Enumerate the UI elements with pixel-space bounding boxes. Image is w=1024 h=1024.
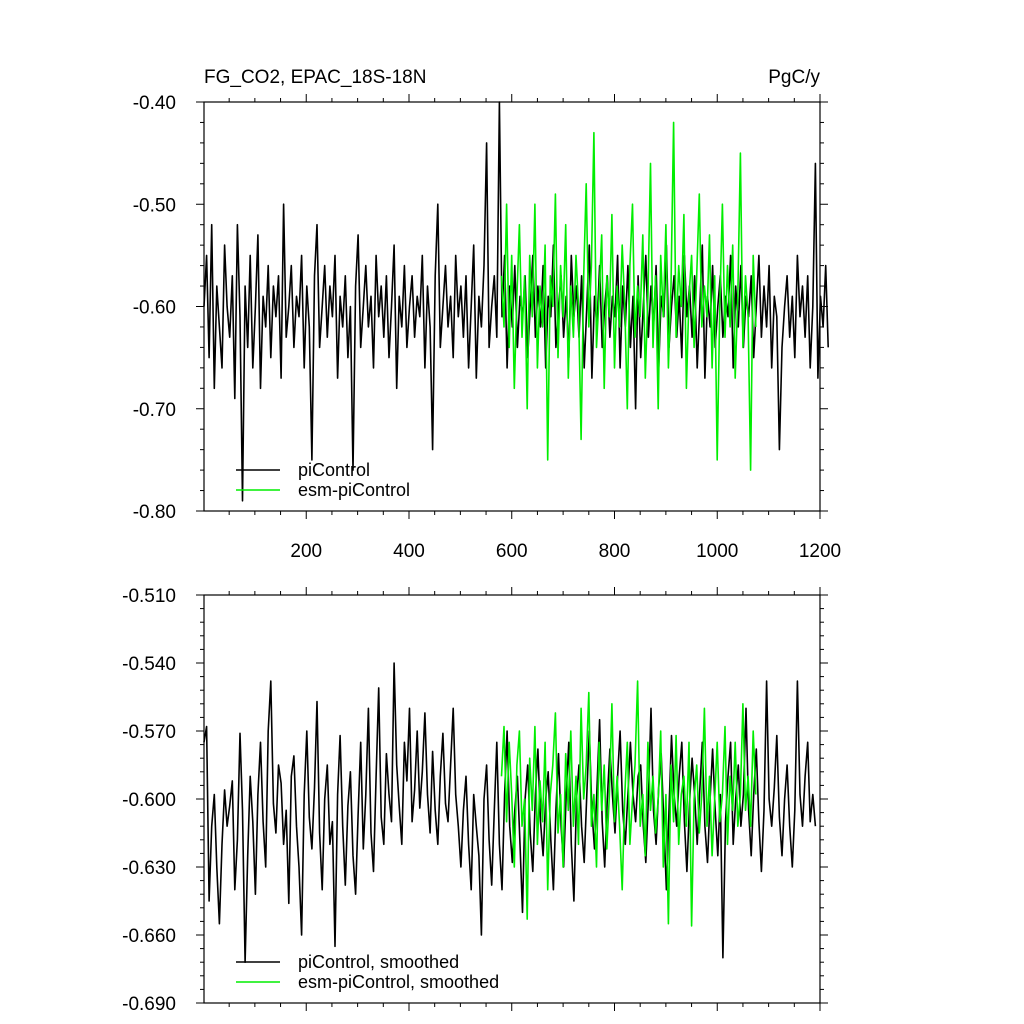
y-tick-label: -0.600: [122, 790, 176, 811]
y-tick-label: -0.510: [122, 586, 176, 607]
y-tick-label: -0.570: [122, 722, 176, 743]
x-tick-label: 200: [290, 541, 322, 562]
bottom-panel: -0.690 -0.660 -0.630 -0.600 -0.570 -0.540 -0.5…: [122, 586, 828, 1015]
y-tick-label: -0.50: [133, 195, 176, 216]
y-tick-label: -0.70: [133, 400, 176, 421]
series-line-1-1: [500, 680, 757, 927]
y-tick-label: -0.690: [122, 994, 176, 1015]
series-line-1-0: [203, 662, 817, 964]
legend-label: esm-piControl, smoothed: [298, 972, 499, 992]
legend-label: piControl, smoothed: [298, 952, 459, 972]
y-tick-label: -0.60: [133, 298, 176, 319]
legend-label: piControl: [298, 460, 370, 480]
y-tick-label: -0.660: [122, 926, 176, 947]
legend-label: esm-piControl: [298, 480, 410, 500]
chart-title: FG_CO2, EPAC_18S-18N: [204, 67, 426, 88]
y-tick-label: -0.540: [122, 654, 176, 675]
y-tick-label: -0.630: [122, 858, 176, 879]
x-tick-label: 400: [393, 541, 425, 562]
series-line-0-1: [500, 121, 757, 471]
x-tick-label: 600: [496, 541, 528, 562]
chart-units: PgC/y: [768, 67, 820, 88]
top-panel: 200 400 600 800 1000 1200 -0.80 -0.70 -0.60 -0.50…: [133, 93, 841, 562]
x-tick-label: 800: [599, 541, 631, 562]
y-tick-label: -0.40: [133, 93, 176, 114]
x-tick-label: 1200: [799, 541, 841, 562]
x-tick-label: 1000: [696, 541, 738, 562]
y-tick-label: -0.80: [133, 502, 176, 523]
